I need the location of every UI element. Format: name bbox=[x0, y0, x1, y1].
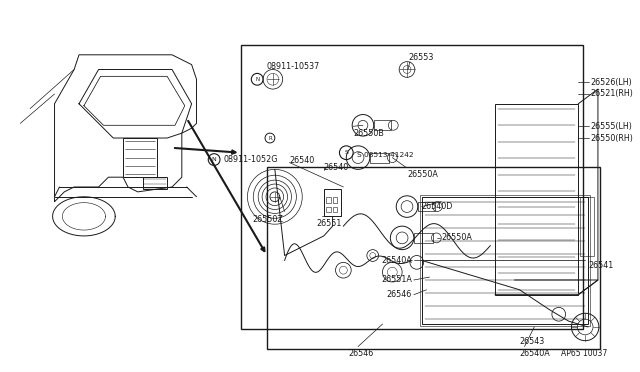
Bar bbox=[422, 197, 588, 324]
Text: R: R bbox=[268, 135, 272, 141]
Text: 26540A: 26540A bbox=[381, 256, 412, 265]
Text: 26541: 26541 bbox=[588, 261, 613, 270]
Text: 26540D: 26540D bbox=[422, 202, 453, 211]
Bar bbox=[324, 189, 341, 217]
Bar bbox=[414, 233, 433, 243]
Bar bbox=[495, 104, 579, 295]
Bar bbox=[333, 206, 337, 212]
Bar bbox=[326, 197, 331, 203]
Text: 26550(RH): 26550(RH) bbox=[590, 134, 633, 142]
Text: 26540: 26540 bbox=[324, 163, 349, 172]
Text: 26540: 26540 bbox=[289, 156, 315, 165]
Text: 26543: 26543 bbox=[520, 337, 545, 346]
Text: AP65 10037: AP65 10037 bbox=[561, 349, 608, 357]
Text: 26550B: 26550B bbox=[353, 129, 384, 138]
Text: 26521(RH): 26521(RH) bbox=[590, 90, 633, 99]
Bar bbox=[143, 177, 167, 189]
Text: S 08513-41242: S 08513-41242 bbox=[357, 152, 413, 158]
Text: 26550Z: 26550Z bbox=[252, 215, 283, 224]
Text: 26551A: 26551A bbox=[381, 276, 412, 285]
Text: 26553: 26553 bbox=[408, 53, 433, 62]
Text: 26546: 26546 bbox=[387, 290, 412, 299]
Text: S: S bbox=[344, 150, 348, 155]
Text: 26550A: 26550A bbox=[407, 170, 438, 179]
Text: 26550A: 26550A bbox=[441, 233, 472, 243]
Bar bbox=[326, 206, 331, 212]
Text: 26551: 26551 bbox=[316, 219, 341, 228]
Text: N: N bbox=[255, 77, 259, 82]
Bar bbox=[370, 153, 389, 163]
Text: 26540A: 26540A bbox=[520, 349, 550, 358]
Bar bbox=[241, 45, 583, 329]
Text: 08911-10537: 08911-10537 bbox=[267, 62, 320, 71]
Text: 26526(LH): 26526(LH) bbox=[590, 78, 632, 87]
Text: N: N bbox=[212, 157, 216, 162]
Text: 26555(LH): 26555(LH) bbox=[590, 122, 632, 131]
Text: 26546: 26546 bbox=[348, 349, 374, 358]
Bar bbox=[580, 197, 594, 256]
Bar bbox=[123, 138, 157, 177]
Bar bbox=[420, 195, 590, 326]
Bar bbox=[418, 202, 435, 211]
Bar bbox=[267, 167, 600, 349]
Bar bbox=[333, 197, 337, 203]
Bar bbox=[374, 121, 391, 130]
Text: 08911-1052G: 08911-1052G bbox=[224, 155, 278, 164]
